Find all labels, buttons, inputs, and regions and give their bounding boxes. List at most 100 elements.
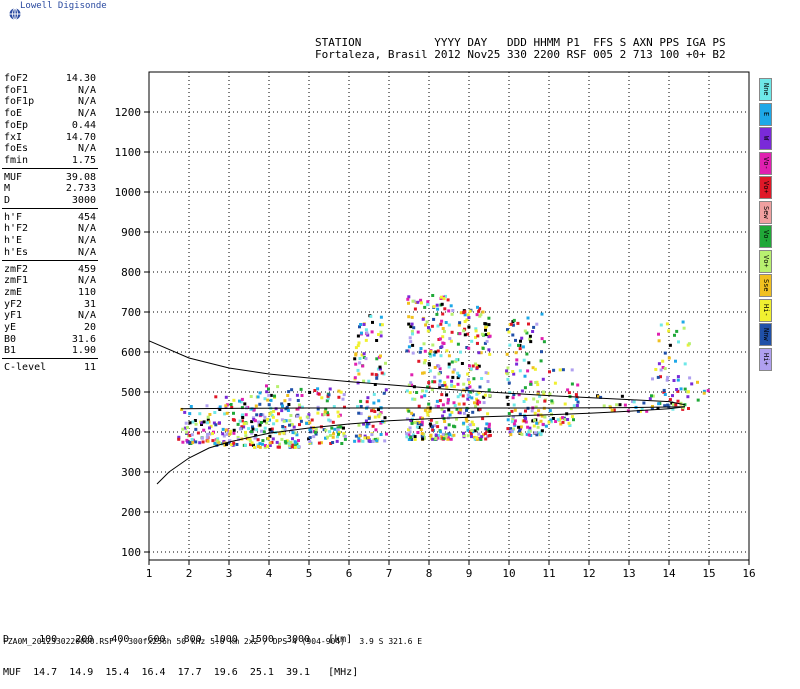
echo-point <box>466 425 470 429</box>
param-value: 3000 <box>71 195 96 206</box>
echo-point <box>461 394 465 398</box>
echo-point <box>407 301 410 305</box>
echo-point <box>177 437 181 441</box>
echo-point <box>524 409 527 413</box>
echo-point <box>221 432 225 436</box>
echo-point <box>458 411 462 415</box>
echo-point <box>357 439 361 443</box>
echo-point <box>421 389 424 393</box>
echo-point <box>224 406 228 409</box>
echo-point <box>487 332 491 336</box>
echo-point <box>528 334 532 338</box>
echo-point <box>324 428 328 432</box>
echo-point <box>235 443 239 446</box>
echo-point <box>383 416 387 420</box>
echo-point <box>620 394 624 398</box>
echo-point <box>307 437 311 441</box>
echo-point <box>378 365 382 369</box>
echo-point <box>405 432 409 436</box>
echo-point <box>332 405 336 409</box>
echo-point <box>313 430 317 434</box>
echo-point <box>295 414 299 418</box>
echo-point <box>657 339 661 343</box>
echo-point <box>559 417 563 421</box>
echo-point <box>536 400 539 404</box>
echo-point <box>267 403 271 407</box>
param-row: foE N/A <box>4 108 96 120</box>
echo-point <box>263 445 267 449</box>
echo-point <box>570 368 574 372</box>
echo-point <box>632 400 636 404</box>
echo-point <box>230 443 234 447</box>
echo-point <box>458 332 462 336</box>
echo-point <box>447 408 451 412</box>
echo-point <box>324 436 327 440</box>
echo-point <box>420 395 424 399</box>
echo-point <box>465 346 469 349</box>
param-value: N/A <box>77 108 96 120</box>
echo-point <box>275 419 279 423</box>
legend-item: Sew <box>759 200 772 224</box>
echo-point <box>305 415 309 419</box>
param-row: zmE 110 <box>4 287 96 299</box>
echo-point <box>539 432 543 436</box>
echo-point <box>527 430 531 434</box>
echo-point <box>668 343 672 347</box>
profile-trace-line <box>180 406 686 410</box>
echo-point <box>451 375 455 379</box>
legend-item: Nne <box>759 78 772 101</box>
echo-point <box>421 317 425 321</box>
echo-point <box>260 421 263 424</box>
echo-point <box>533 411 537 415</box>
echo-point <box>571 415 574 419</box>
x-tick-label: 12 <box>582 567 595 580</box>
x-tick-label: 3 <box>226 567 233 580</box>
echo-point <box>379 315 383 319</box>
echo-point <box>337 432 340 436</box>
echo-point <box>226 430 230 434</box>
echo-point <box>373 383 377 386</box>
echo-point <box>419 423 423 427</box>
echo-point <box>485 324 489 328</box>
echo-point <box>439 354 443 358</box>
echo-point <box>508 391 512 395</box>
echo-point <box>521 345 525 349</box>
echo-point <box>659 368 663 372</box>
echo-point <box>240 406 244 410</box>
echo-point <box>674 359 677 363</box>
echo-point <box>475 436 479 440</box>
echo-point <box>472 435 476 439</box>
echo-point <box>343 437 347 441</box>
echo-point <box>469 390 473 394</box>
echo-point <box>433 380 437 384</box>
echo-point <box>574 393 578 397</box>
echo-point <box>286 409 290 412</box>
echo-point <box>527 322 530 326</box>
echo-point <box>470 429 474 432</box>
param-value: N/A <box>77 310 96 322</box>
echo-point <box>191 441 194 445</box>
echo-point <box>445 349 449 353</box>
echo-point <box>468 309 472 313</box>
echo-point <box>254 404 258 408</box>
echo-point <box>335 439 339 443</box>
echo-point <box>472 377 476 381</box>
echo-point <box>376 437 380 441</box>
echo-point <box>184 430 188 434</box>
echo-point <box>258 402 262 406</box>
echo-point <box>359 323 363 326</box>
echo-point <box>468 364 471 368</box>
echo-point <box>262 430 266 434</box>
echo-point <box>444 294 447 298</box>
echo-point <box>422 361 426 365</box>
echo-point <box>228 432 232 436</box>
param-value: N/A <box>77 246 96 258</box>
echo-point <box>407 315 411 319</box>
echo-point <box>283 440 287 444</box>
echo-point <box>542 340 546 344</box>
echo-point <box>466 313 470 317</box>
echo-point <box>372 401 376 405</box>
echo-point <box>541 377 545 381</box>
echo-point <box>442 342 446 345</box>
echo-point <box>251 427 255 431</box>
